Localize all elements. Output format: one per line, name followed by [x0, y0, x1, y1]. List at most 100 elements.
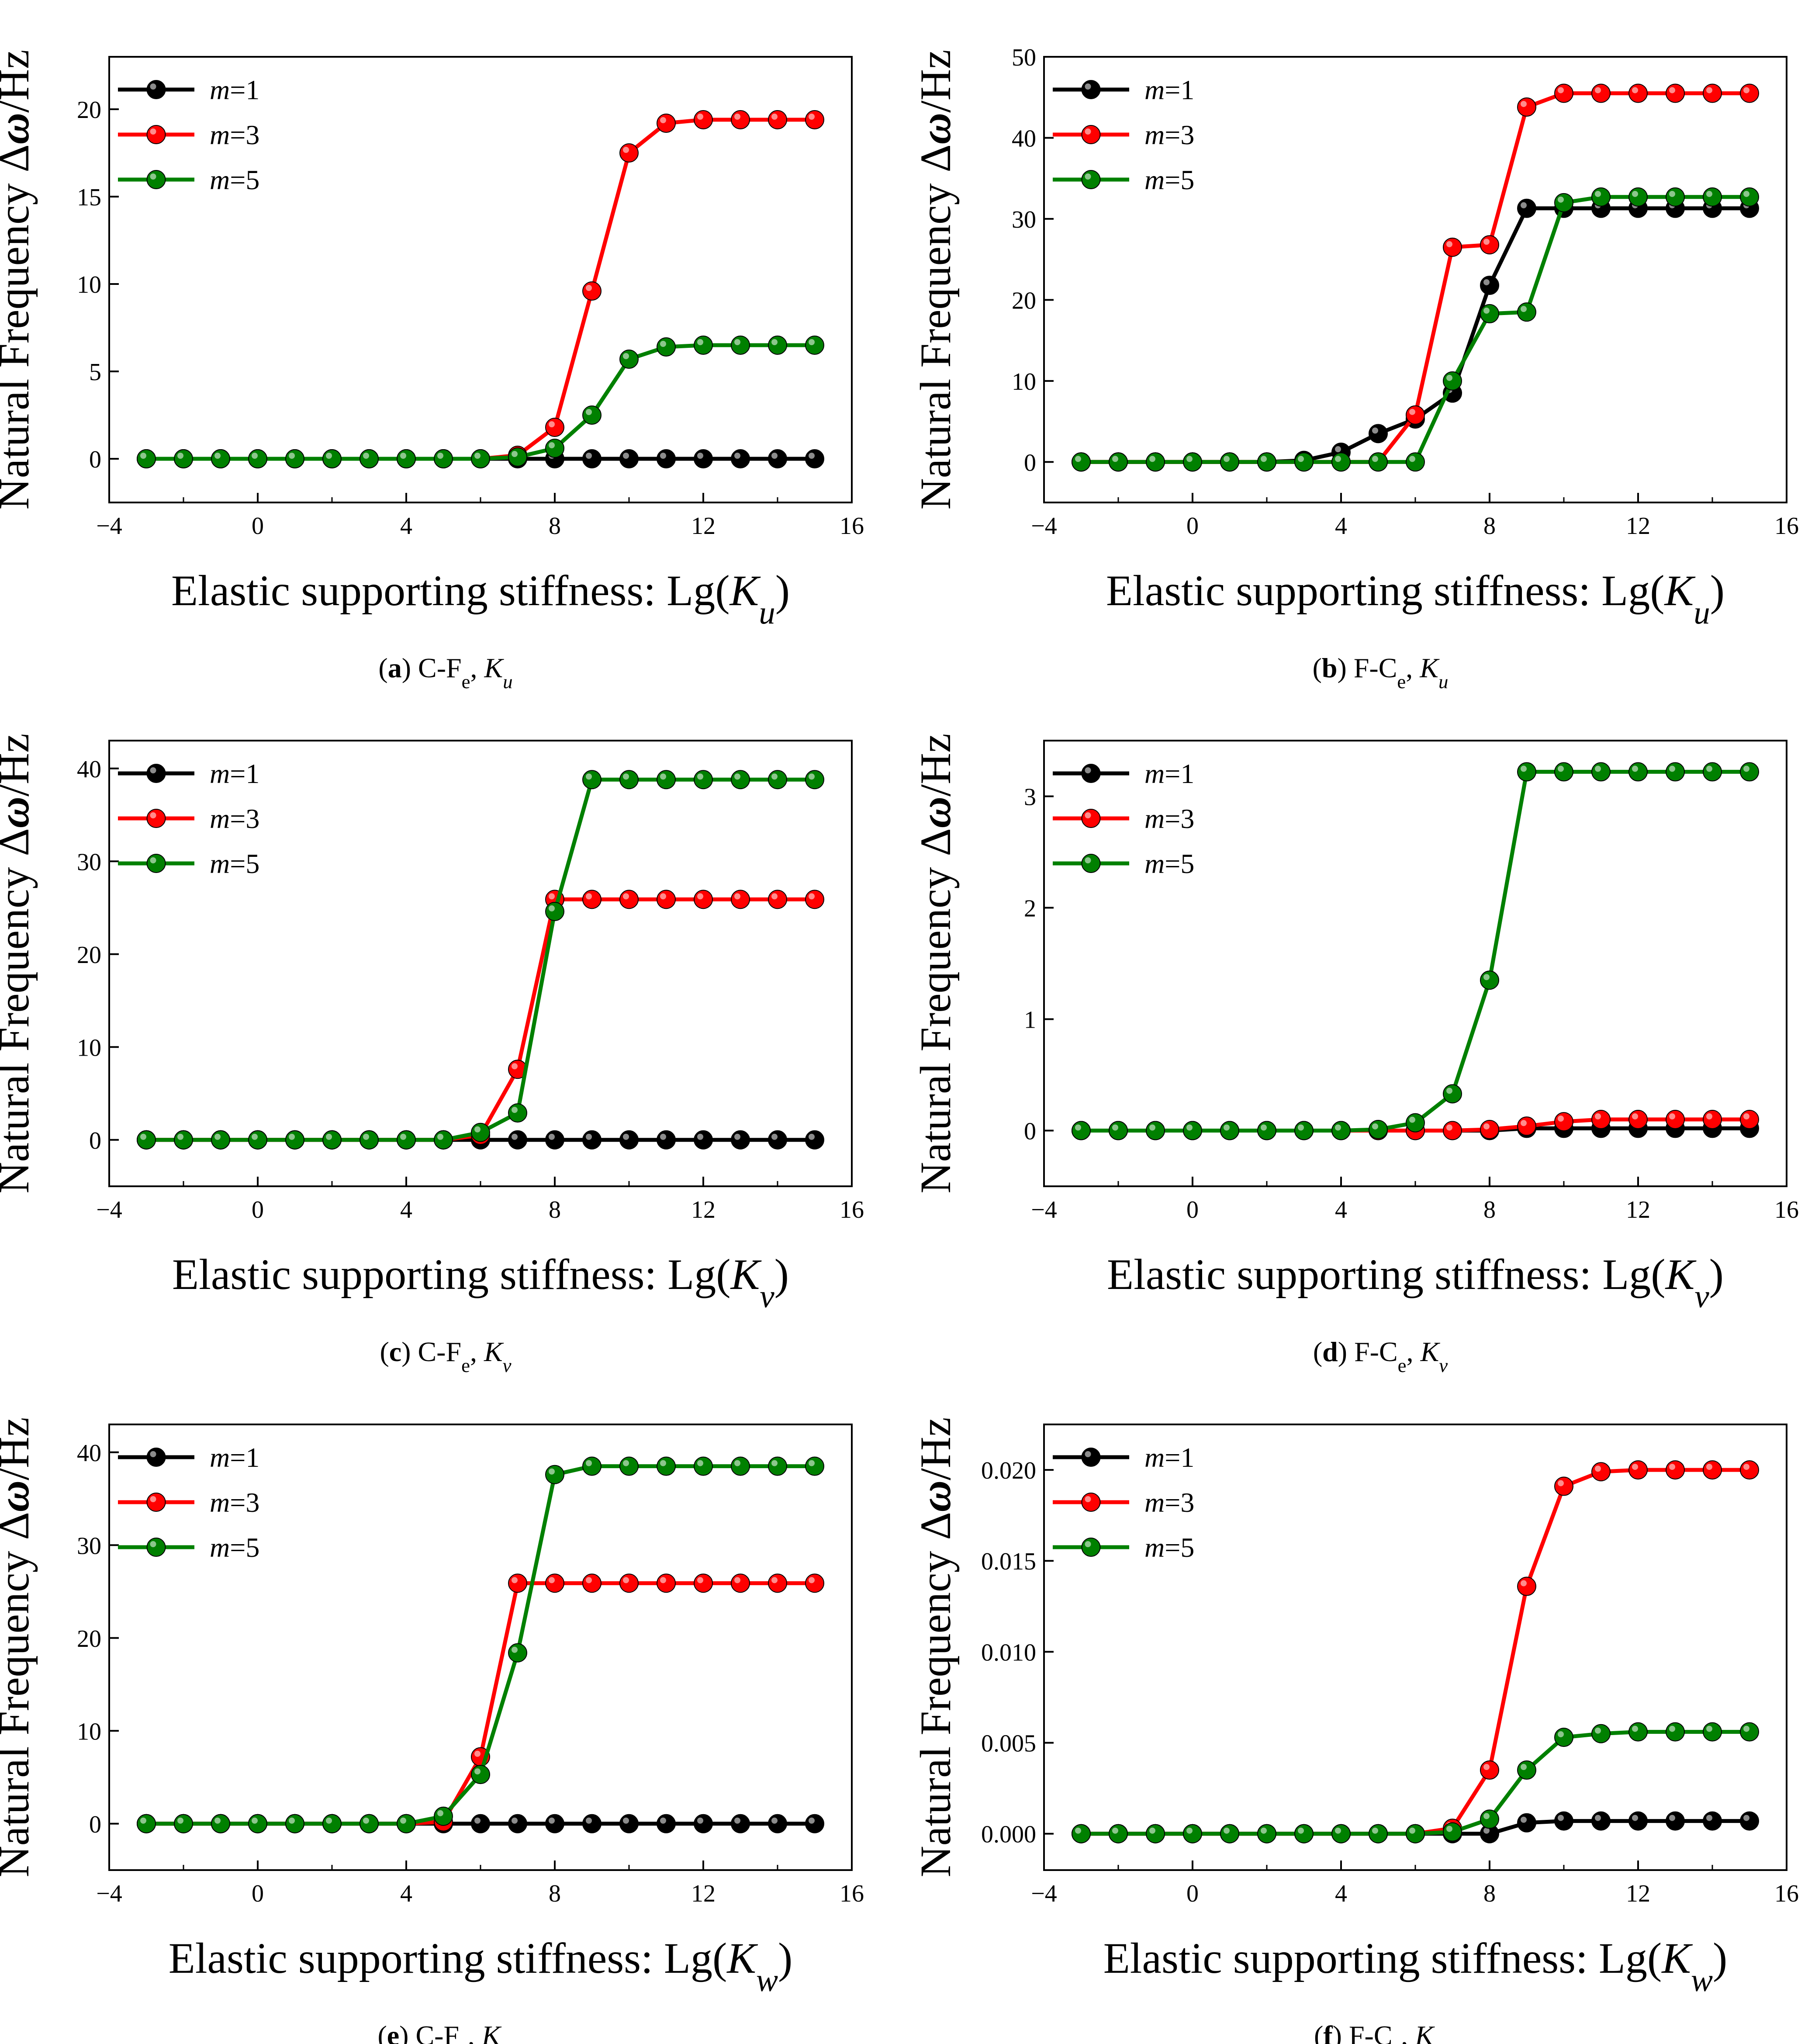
- point-highlight: [1335, 1124, 1341, 1131]
- data-point: [1109, 1121, 1128, 1140]
- data-point: [1257, 452, 1276, 472]
- chart-panel-f: −4 0 4 8 12 16 0.000 0.005 0.010 0.015 0.020 Elasti…: [911, 1417, 1799, 2044]
- legend-label: m=3: [1144, 119, 1194, 150]
- data-point: [545, 439, 564, 458]
- data-point: [508, 1103, 527, 1123]
- point-highlight: [1632, 191, 1638, 197]
- legend-marker-highlight: [150, 812, 156, 818]
- data-point: [694, 449, 713, 468]
- point-highlight: [326, 1133, 332, 1140]
- data-point: [805, 336, 824, 355]
- point-highlight: [1669, 766, 1675, 772]
- legend-marker: [146, 764, 166, 783]
- data-point: [805, 770, 824, 790]
- point-highlight: [697, 773, 703, 780]
- point-highlight: [1521, 1120, 1527, 1126]
- data-point: [657, 890, 676, 909]
- point-highlight: [586, 893, 592, 900]
- data-point: [805, 449, 824, 468]
- point-highlight: [289, 1817, 295, 1824]
- data-point: [1517, 1760, 1536, 1780]
- data-point: [1220, 1824, 1239, 1843]
- data-point: [731, 1573, 750, 1593]
- data-point: [1666, 83, 1685, 103]
- point-highlight: [1224, 1827, 1230, 1834]
- data-point: [1480, 1119, 1499, 1139]
- data-point: [1480, 970, 1499, 990]
- data-point: [1740, 187, 1759, 207]
- point-highlight: [1446, 374, 1452, 381]
- data-point: [619, 1130, 639, 1150]
- data-point: [1517, 302, 1536, 322]
- x-tick-label: 12: [691, 1880, 716, 1907]
- data-point: [731, 449, 750, 468]
- data-point: [768, 1814, 787, 1833]
- point-highlight: [1446, 1826, 1452, 1832]
- x-tick-label: 16: [840, 1880, 864, 1907]
- data-point: [1666, 762, 1685, 782]
- data-point: [1146, 1121, 1165, 1140]
- point-highlight: [1446, 1124, 1452, 1131]
- data-point: [545, 1130, 564, 1150]
- point-highlight: [474, 1817, 481, 1824]
- legend-marker: [146, 809, 166, 828]
- point-highlight: [586, 285, 592, 291]
- data-point: [582, 890, 602, 909]
- data-point: [731, 336, 750, 355]
- point-highlight: [1743, 1725, 1749, 1732]
- point-highlight: [1149, 1827, 1155, 1834]
- point-highlight: [809, 1817, 815, 1824]
- point-highlight: [326, 453, 332, 459]
- point-highlight: [734, 1817, 740, 1824]
- legend-marker-highlight: [150, 1451, 156, 1457]
- point-highlight: [734, 893, 740, 900]
- data-point: [1294, 1824, 1314, 1843]
- data-point: [545, 902, 564, 921]
- data-point: [1369, 1119, 1388, 1139]
- point-highlight: [1558, 1815, 1564, 1821]
- data-point: [694, 336, 713, 355]
- point-highlight: [809, 1577, 815, 1583]
- legend-marker: [146, 854, 166, 873]
- legend-label: m=1: [210, 74, 259, 105]
- data-point: [471, 1122, 490, 1142]
- data-point: [1443, 237, 1462, 257]
- data-point: [768, 449, 787, 468]
- point-highlight: [697, 1817, 703, 1824]
- point-highlight: [437, 453, 443, 459]
- data-point: [657, 114, 676, 133]
- y-tick-label: 2: [1024, 895, 1036, 922]
- point-highlight: [1521, 1816, 1527, 1823]
- y-tick-label: 0: [89, 1811, 101, 1838]
- data-point: [1480, 1809, 1499, 1829]
- x-tick-label: 12: [691, 1196, 716, 1223]
- data-point: [1369, 452, 1388, 472]
- point-highlight: [586, 1133, 592, 1140]
- point-highlight: [1632, 1113, 1638, 1119]
- data-point: [805, 110, 824, 129]
- legend-marker-highlight: [150, 857, 156, 863]
- y-tick-label: 3: [1024, 784, 1036, 811]
- point-highlight: [734, 1133, 740, 1140]
- point-highlight: [771, 339, 778, 345]
- data-point: [397, 1814, 416, 1833]
- point-highlight: [697, 893, 703, 900]
- data-point: [1480, 1760, 1499, 1780]
- x-tick-label: −4: [1031, 1196, 1057, 1223]
- point-highlight: [1075, 1124, 1081, 1131]
- x-tick-label: 8: [1483, 1880, 1496, 1907]
- legend-label: m=3: [210, 119, 259, 150]
- data-point: [1591, 1110, 1611, 1129]
- legend-label: m=5: [210, 164, 259, 195]
- y-tick-label: 20: [77, 1625, 101, 1653]
- data-point: [1591, 1811, 1611, 1831]
- data-point: [1072, 1824, 1091, 1843]
- point-highlight: [660, 341, 666, 347]
- y-tick-label: 5: [89, 359, 101, 386]
- point-highlight: [1558, 1480, 1564, 1486]
- y-tick-label: 40: [1012, 125, 1036, 152]
- point-highlight: [623, 147, 629, 153]
- legend-marker-highlight: [1085, 1541, 1091, 1547]
- data-point: [619, 350, 639, 369]
- point-highlight: [1595, 1465, 1601, 1472]
